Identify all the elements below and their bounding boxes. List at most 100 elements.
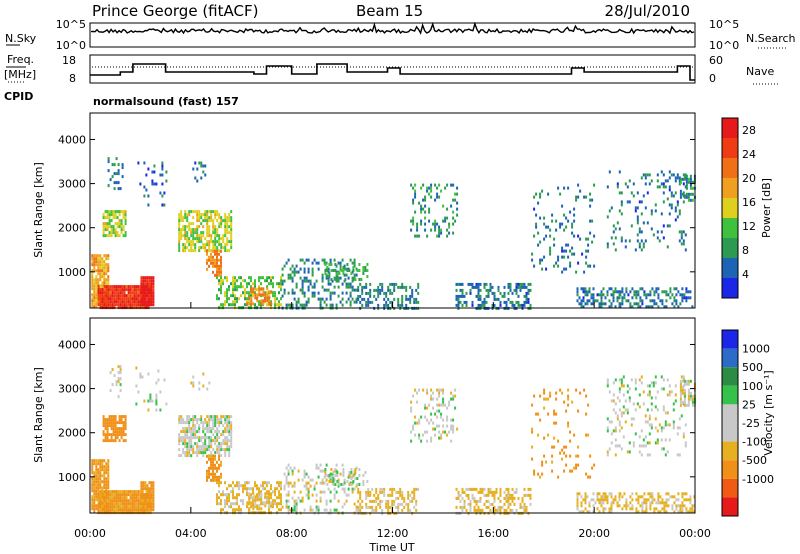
power-cell-592 (186, 231, 189, 235)
velocity-cell-1937 (628, 387, 631, 391)
velocity-cell-1640 (499, 487, 502, 491)
velocity-cell-46 (95, 507, 98, 511)
velocity-cell-1837 (598, 501, 601, 505)
velocity-cell-1045 (280, 502, 282, 506)
power-cell-495 (107, 157, 110, 161)
velocity-cell-1301 (354, 477, 357, 480)
power-cell-402 (150, 294, 153, 298)
power-cell-1235 (337, 261, 340, 265)
power-cell-224 (119, 285, 122, 289)
velocity-cell-1307 (362, 474, 365, 477)
velocity-cell-376 (146, 484, 149, 488)
power-cell-864 (218, 297, 220, 301)
velocity-cell-912 (232, 496, 234, 500)
velocity-cell-1544 (454, 394, 457, 398)
power-cell-434 (106, 228, 109, 232)
power-cell-1096 (287, 273, 290, 277)
power-cell-902 (232, 291, 234, 295)
velocity-cell-959 (250, 493, 252, 497)
velocity-cell-1302 (356, 477, 359, 480)
velocity-cell-433 (106, 436, 109, 440)
velocity-cell-1075 (260, 498, 263, 502)
power-cell-1290 (355, 297, 358, 301)
velocity-cell-602 (188, 451, 191, 455)
power-cell-1195 (323, 258, 326, 262)
power-cell-1179 (315, 279, 318, 283)
velocity-cell-1033 (278, 484, 280, 488)
velocity-cell-1451 (414, 415, 417, 419)
velocity-cell-401 (150, 505, 153, 509)
velocity-cell-554 (180, 418, 183, 422)
power-cell-939 (244, 303, 246, 307)
power-cell-1460 (412, 198, 415, 202)
power-cell-1971 (644, 239, 647, 243)
velocity-cell-870 (216, 496, 218, 500)
velocity-cell-1979 (646, 453, 649, 457)
velocity-cell-1165 (311, 478, 314, 482)
velocity-cell-1253 (351, 487, 354, 491)
power-cell-1307 (334, 278, 337, 281)
velocity-cell-1973 (644, 444, 647, 448)
velocity-cell-474 (118, 427, 121, 431)
velocity-cell-1565 (463, 499, 466, 503)
velocity-cell-121 (107, 459, 110, 463)
power-cell-86 (101, 272, 104, 276)
velocity-cell-107 (105, 465, 108, 469)
power-cell-1660 (509, 285, 512, 289)
velocity-cell-1783 (575, 466, 578, 470)
velocity-cell-1659 (507, 487, 510, 491)
velocity-cell-675 (204, 439, 207, 443)
velocity-cell-377 (146, 487, 149, 491)
velocity-cell-1352 (375, 490, 378, 494)
power-cell-400 (150, 288, 153, 292)
velocity-cell-1088 (268, 504, 271, 508)
velocity-cell-113 (105, 486, 108, 490)
velocity-cell-1630 (493, 499, 496, 503)
power-cell-850 (198, 161, 201, 165)
power-cell-2105 (623, 293, 626, 297)
velocity-cell-1721 (539, 475, 542, 479)
velocity-cell-1903 (616, 396, 619, 400)
power-cell-603 (188, 240, 191, 244)
velocity-cell-872 (216, 502, 218, 506)
velocity-cell-1429 (411, 496, 414, 500)
power-cell-1500 (428, 219, 431, 223)
velocity-cell-2185 (665, 498, 668, 502)
power-cell-1021 (274, 300, 276, 304)
power-cell-2108 (625, 290, 628, 294)
power-cell-1271 (349, 300, 352, 304)
power-cell-579 (184, 216, 187, 220)
velocity-cell-1405 (397, 508, 400, 512)
velocity-cell-2213 (681, 507, 684, 511)
power-cell-1798 (577, 195, 580, 199)
power-cell-2077 (687, 192, 690, 196)
power-cell-1518 (438, 183, 441, 187)
power-cell-2102 (621, 296, 624, 300)
power-cell-355 (140, 303, 143, 307)
velocity-cell-582 (186, 427, 189, 431)
power-cell-580 (184, 225, 187, 229)
power-cell-1543 (452, 198, 455, 202)
power-cell-1613 (483, 300, 486, 304)
power-cell-1760 (561, 222, 564, 226)
velocity-cell-2079 (683, 382, 686, 386)
power-cell-624 (192, 249, 195, 253)
velocity-cell-966 (252, 499, 254, 503)
velocity-cell-1256 (353, 472, 356, 476)
power-cell-379 (146, 285, 149, 289)
velocity-cell-212 (115, 502, 118, 506)
velocity-cell-805 (230, 439, 233, 443)
velocity-cell-145 (99, 493, 102, 497)
power-cell-1125 (297, 270, 300, 274)
power-cell-647 (198, 234, 201, 238)
velocity-cell-1688 (521, 496, 524, 500)
velocity-cell-1150 (305, 472, 308, 476)
velocity-cell-381 (146, 499, 149, 503)
power-cell-22 (93, 278, 96, 282)
velocity-cell-1326 (361, 505, 364, 509)
velocity-cell-1382 (389, 487, 392, 491)
power-cell-597 (188, 210, 191, 214)
velocity-cell-2068 (679, 391, 682, 395)
power-cell-290 (135, 294, 138, 298)
power-cell-1633 (493, 294, 496, 298)
